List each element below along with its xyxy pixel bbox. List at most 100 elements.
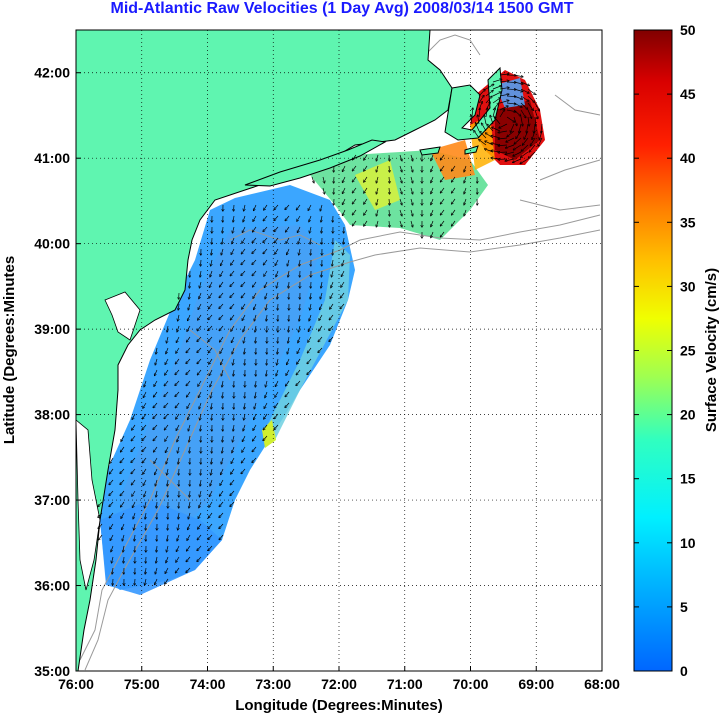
velocity-arrow: [241, 248, 246, 254]
velocity-arrow: [520, 102, 528, 109]
velocity-arrow: [244, 413, 245, 420]
bathymetry-contour-inner: [84, 229, 601, 671]
colorbar-tick-label: 20: [680, 407, 696, 423]
velocity-arrow: [376, 176, 379, 183]
velocity-arrow: [521, 144, 529, 151]
velocity-arrow: [320, 303, 323, 310]
velocity-arrow: [98, 501, 103, 507]
map-grid: [76, 30, 602, 671]
velocity-arrow: [321, 270, 322, 277]
velocity-arrow: [232, 435, 234, 442]
velocity-arrow: [230, 501, 235, 506]
velocity-arrow: [264, 402, 268, 408]
velocity-arrow: [222, 380, 223, 387]
velocity-arrow: [232, 237, 235, 244]
velocity-arrow: [241, 259, 246, 265]
velocity-arrow: [165, 435, 169, 441]
velocity-arrow: [277, 358, 278, 365]
velocity-arrow: [513, 81, 523, 84]
velocity-arrow: [255, 325, 256, 332]
velocity-arrow: [275, 380, 279, 386]
velocity-arrow: [221, 457, 224, 464]
velocity-arrow: [288, 336, 289, 343]
velocity-arrow: [210, 479, 213, 486]
velocity-arrow: [189, 446, 190, 453]
velocity-arrow: [342, 165, 346, 171]
velocity-arrow: [189, 281, 190, 288]
velocity-arrow: [244, 402, 245, 409]
velocity-arrow: [275, 391, 279, 397]
velocity-arrow: [287, 259, 290, 266]
velocity-arrow: [232, 347, 235, 354]
velocity-arrow: [186, 358, 191, 363]
velocity-arrow: [513, 109, 521, 116]
velocity-arrow: [341, 281, 345, 287]
bathymetry-contours: [79, 34, 601, 671]
velocity-arrow: [144, 380, 147, 387]
velocity-arrow: [481, 123, 487, 132]
velocity-arrow: [197, 545, 202, 551]
velocity-arrow: [526, 123, 529, 133]
velocity-arrow: [452, 209, 456, 215]
velocity-arrow: [220, 281, 224, 287]
velocity-arrow: [98, 512, 103, 517]
velocity-arrow: [120, 479, 125, 485]
velocity-arrow: [255, 391, 256, 398]
velocity-arrow: [499, 106, 508, 111]
velocity-arrow: [274, 204, 279, 210]
velocity-arrow: [389, 176, 390, 183]
velocity-arrow: [222, 237, 223, 244]
y-tick-label: 38:00: [34, 407, 70, 423]
velocity-arrow: [480, 131, 487, 139]
velocity-arrow: [321, 226, 322, 233]
velocity-arrow: [505, 158, 515, 161]
velocity-arrow: [220, 490, 224, 496]
velocity-arrow: [264, 270, 268, 276]
velocity-arrow: [109, 490, 114, 495]
velocity-arrow: [110, 523, 114, 529]
velocity-arrow: [166, 545, 168, 552]
velocity-arrow: [376, 198, 379, 205]
velocity-arrow: [156, 347, 157, 354]
velocity-arrow: [231, 468, 235, 474]
velocity-arrow: [252, 237, 257, 243]
velocity-arrow: [155, 468, 158, 475]
velocity-arrow: [308, 336, 312, 342]
x-axis-label: Longitude (Degrees:Minutes): [235, 697, 443, 714]
velocity-arrow: [410, 187, 413, 194]
velocity-arrow: [452, 198, 456, 204]
velocity-arrow: [209, 490, 213, 496]
velocity-arrow: [175, 391, 180, 397]
velocity-arrow: [440, 231, 445, 237]
velocity-arrow: [221, 358, 224, 365]
velocity-arrow: [155, 369, 158, 375]
velocity-arrow: [410, 176, 413, 183]
velocity-arrow: [145, 578, 146, 585]
velocity-arrow: [492, 92, 501, 97]
velocity-arrow: [287, 358, 290, 365]
velocity-arrow: [188, 424, 191, 431]
velocity-arrow: [175, 369, 180, 375]
velocity-arrow: [364, 187, 368, 193]
velocity-arrow: [155, 358, 158, 365]
colorbar-tick-label: 45: [680, 86, 696, 102]
velocity-arrow: [527, 109, 532, 118]
x-axis: 76:00 75:00 74:00 73:00 72:00 71:00 70:00 69:00…: [58, 666, 620, 692]
y-tick-label: 36:00: [34, 578, 70, 594]
velocity-arrow: [143, 391, 147, 397]
velocity-arrow: [506, 96, 516, 97]
velocity-arrow: [299, 248, 300, 255]
velocity-arrow: [478, 95, 484, 104]
velocity-arrow: [321, 281, 322, 288]
velocity-arrow: [352, 220, 357, 226]
velocity-arrow: [164, 380, 169, 386]
velocity-arrow: [376, 187, 379, 194]
velocity-arrow: [452, 176, 456, 182]
velocity-arrow: [474, 131, 480, 139]
velocity-arrow: [263, 424, 268, 430]
velocity-arrow: [186, 347, 191, 353]
bathymetry-contour-outer: [79, 214, 601, 661]
velocity-arrow: [252, 457, 257, 463]
velocity-arrow: [244, 347, 245, 354]
